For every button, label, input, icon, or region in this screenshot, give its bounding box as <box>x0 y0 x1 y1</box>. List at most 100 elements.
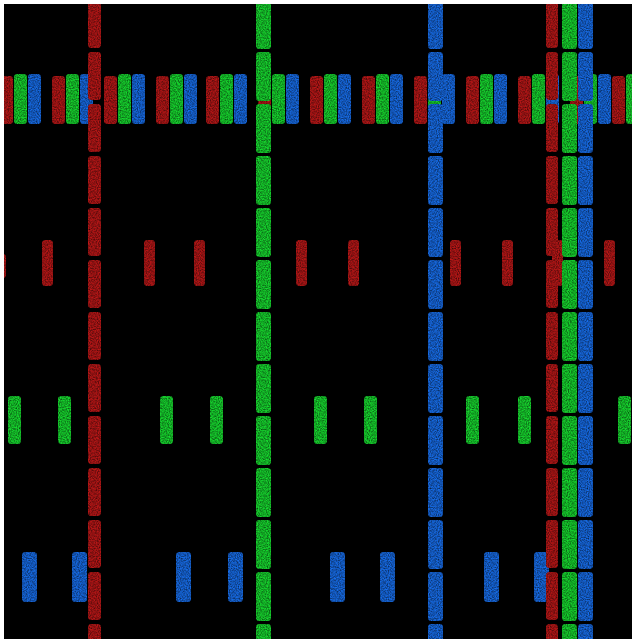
subpixel-green <box>160 396 173 444</box>
subpixel-red <box>518 76 531 124</box>
subpixel-column-red <box>546 260 558 308</box>
subpixel-blue <box>390 74 403 124</box>
subpixel-column-red <box>88 520 101 568</box>
subpixel-column-red <box>546 624 558 639</box>
subpixel-column-green <box>562 260 577 309</box>
subpixel-red <box>502 240 513 286</box>
subpixel-column-green <box>562 520 577 569</box>
subpixel-green <box>14 74 27 124</box>
subpixel-red <box>348 240 359 286</box>
subpixel-column-green <box>562 208 577 257</box>
subpixel-column-green <box>562 572 577 621</box>
subpixel-column-blue <box>428 624 443 639</box>
subpixel-column-blue <box>578 624 593 639</box>
subpixel-red <box>362 76 375 124</box>
subpixel-blue <box>534 552 549 602</box>
subpixel-column-red <box>88 572 101 620</box>
subpixel-column-red <box>88 624 101 639</box>
subpixel-column-red <box>546 312 558 360</box>
subpixel-red <box>310 76 323 124</box>
subpixel-column-blue <box>428 4 443 49</box>
subpixel-column-green <box>256 104 271 153</box>
subpixel-red <box>52 76 65 124</box>
subpixel-green <box>58 396 71 444</box>
subpixel-blue <box>176 552 191 602</box>
subpixel-column-green <box>562 52 577 101</box>
subpixel-column-blue <box>428 416 443 465</box>
subpixel-column-blue <box>578 312 593 361</box>
subpixel-column-red <box>88 104 101 152</box>
subpixel-red <box>4 76 13 124</box>
subpixel-column-green <box>562 364 577 413</box>
subpixel-blue <box>28 74 41 124</box>
subpixel-blue <box>484 552 499 602</box>
subpixel-column-red <box>88 468 101 516</box>
subpixel-column-blue <box>428 104 443 153</box>
subpixel-column-blue <box>428 208 443 257</box>
subpixel-green <box>170 74 183 124</box>
subpixel-column-green <box>256 468 271 517</box>
subpixel-green <box>364 396 377 444</box>
subpixel-column-blue <box>428 312 443 361</box>
subpixel-column-red <box>546 520 558 568</box>
subpixel-column-blue <box>578 364 593 413</box>
subpixel-green <box>466 396 479 444</box>
subpixel-column-red <box>88 312 101 360</box>
subpixel-column-red <box>88 4 101 48</box>
subpixel-column-green <box>256 364 271 413</box>
subpixel-column-blue <box>428 520 443 569</box>
subpixel-red <box>612 76 625 124</box>
subpixel-red <box>156 76 169 124</box>
subpixel-column-blue <box>578 260 593 309</box>
subpixel-column-red <box>546 572 558 620</box>
subpixel-column-green <box>562 624 577 639</box>
subpixel-column-blue <box>578 4 593 49</box>
subpixel-column-red <box>546 468 558 516</box>
subpixel-column-red <box>88 260 101 308</box>
subpixel-blue <box>338 74 351 124</box>
subpixel-column-blue <box>428 572 443 621</box>
subpixel-red <box>414 76 427 124</box>
subpixel-red <box>296 240 307 286</box>
subpixel-blue <box>380 552 395 602</box>
subpixel-blue <box>286 74 299 124</box>
subpixel-blue <box>228 552 243 602</box>
subpixel-column-green <box>256 208 271 257</box>
subpixel-column-green <box>256 4 271 49</box>
subpixel-column-red <box>546 364 558 412</box>
subpixel-column-red <box>546 52 558 100</box>
subpixel-red <box>144 240 155 286</box>
subpixel-blue <box>494 74 507 124</box>
subpixel-green <box>376 74 389 124</box>
subpixel-column-red <box>546 156 558 204</box>
subpixel-green <box>518 396 531 444</box>
subpixel-red <box>466 76 479 124</box>
subpixel-green <box>618 396 631 444</box>
subpixel-blue <box>330 552 345 602</box>
subpixel-column-blue <box>578 156 593 205</box>
subpixel-column-blue <box>578 468 593 517</box>
subpixel-green <box>532 74 545 124</box>
subpixel-column-blue <box>428 260 443 309</box>
subpixel-green <box>272 74 285 124</box>
subpixel-column-blue <box>578 52 593 101</box>
subpixel-red <box>42 240 53 286</box>
subpixel-column-green <box>256 624 271 639</box>
subpixel-green <box>210 396 223 444</box>
subpixel-column-blue <box>428 156 443 205</box>
subpixel-column-green <box>256 156 271 205</box>
subpixel-column-blue <box>428 468 443 517</box>
subpixel-blue <box>442 74 455 124</box>
subpixel-column-green <box>562 156 577 205</box>
subpixel-column-green <box>562 4 577 49</box>
subpixel-green <box>480 74 493 124</box>
subpixel-column-green <box>562 104 577 153</box>
subpixel-column-blue <box>578 416 593 465</box>
subpixel-blue <box>22 552 37 602</box>
subpixel-column-red <box>88 416 101 464</box>
subpixel-column-green <box>256 260 271 309</box>
subpixel-column-red <box>546 208 558 256</box>
subpixel-column-blue <box>578 208 593 257</box>
subpixel-column-red <box>546 416 558 464</box>
subpixel-green <box>314 396 327 444</box>
